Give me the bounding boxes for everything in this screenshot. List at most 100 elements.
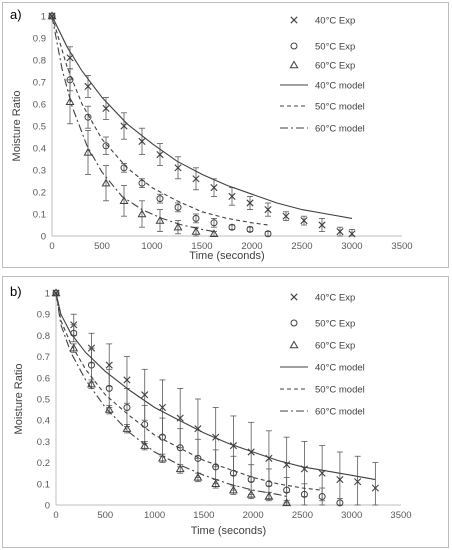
marker-stroke	[247, 448, 255, 456]
x-tick-label: 3000	[341, 510, 362, 521]
y-axis-title: Moisture Ratio	[11, 91, 23, 162]
x-tick-label: 500	[97, 510, 113, 521]
legend-marker	[289, 60, 299, 69]
legend-label: 60°C model	[315, 407, 365, 418]
data-point	[69, 343, 79, 352]
data-point	[318, 221, 326, 229]
marker-stroke	[283, 461, 291, 469]
data-point	[282, 212, 290, 220]
data-point	[246, 199, 254, 207]
panel-label: a)	[10, 7, 22, 22]
marker-stroke	[102, 104, 110, 112]
legend-label: 60°C Exp	[315, 341, 355, 352]
y-tick-label: 0.9	[33, 34, 46, 45]
data-point	[173, 222, 183, 231]
data-point	[228, 223, 236, 231]
data-point	[174, 164, 182, 172]
x-tick-label: 1000	[144, 510, 165, 521]
marker-stroke	[120, 122, 128, 130]
x-tick-label: 500	[94, 241, 110, 252]
data-point	[123, 376, 131, 384]
legend-label: 50°C model	[315, 385, 365, 396]
y-tick-label: 0.1	[33, 210, 46, 221]
y-tick-label: 0.7	[37, 352, 50, 363]
marker-stroke	[290, 16, 298, 24]
y-axis-title: Moisture Ratio	[13, 364, 25, 435]
y-tick-label: 0.6	[33, 100, 46, 111]
model-line-4	[55, 292, 323, 491]
data-point	[336, 475, 344, 484]
legend-marker	[290, 16, 298, 24]
marker-stroke	[318, 221, 326, 229]
marker-stroke	[158, 403, 167, 412]
marker-stroke	[336, 475, 344, 484]
data-point	[210, 184, 218, 192]
y-tick-label: 0.7	[33, 78, 46, 89]
data-point	[158, 403, 167, 412]
y-tick-label: 0.4	[33, 144, 46, 155]
x-tick-label: 1000	[141, 241, 162, 252]
data-point	[192, 214, 200, 222]
x-tick-label: 3500	[390, 510, 411, 521]
data-point	[209, 229, 219, 237]
data-point	[138, 137, 146, 145]
marker-stroke	[290, 293, 298, 301]
data-point	[264, 491, 274, 500]
x-tick-label: 1500	[193, 510, 214, 521]
legend-label: 40°C Exp	[315, 16, 355, 27]
data-point	[87, 379, 96, 388]
data-point	[318, 493, 326, 501]
data-point	[354, 478, 362, 486]
data-point	[371, 484, 379, 492]
data-point	[65, 97, 75, 105]
data-point	[192, 175, 200, 183]
model-line-5	[55, 292, 287, 498]
y-tick-label: 0.5	[37, 395, 50, 406]
legend-label: 60°C Exp	[315, 61, 355, 72]
data-point	[247, 476, 255, 484]
marker-stroke	[265, 454, 273, 462]
y-tick-label: 1	[41, 12, 46, 23]
legend-label: 60°C model	[315, 124, 365, 135]
data-point	[194, 454, 202, 462]
data-point	[101, 178, 111, 187]
marker-stroke	[141, 391, 149, 399]
data-point	[120, 122, 128, 130]
legend-label: 40°C Exp	[315, 293, 355, 304]
legend-marker	[290, 293, 298, 301]
data-point	[141, 391, 149, 399]
marker-stroke	[228, 192, 236, 200]
data-point	[246, 225, 254, 233]
data-point	[300, 217, 308, 225]
marker-stroke	[348, 230, 356, 238]
data-point	[119, 196, 129, 204]
marker-stroke	[371, 484, 379, 492]
legend-label: 50°C model	[315, 102, 365, 113]
data-point	[212, 463, 220, 471]
data-point	[137, 209, 147, 218]
x-tick-label: 2500	[292, 510, 313, 521]
x-tick-label: 1500	[191, 241, 212, 252]
x-tick-label: 2500	[291, 241, 312, 252]
data-point	[228, 192, 236, 200]
model-line-5	[51, 15, 215, 233]
data-point	[83, 147, 93, 156]
data-point	[265, 480, 273, 488]
data-point	[105, 384, 113, 392]
y-tick-label: 0.8	[33, 56, 46, 67]
y-tick-label: 0	[45, 501, 50, 512]
data-point	[175, 464, 185, 473]
marker-stroke	[354, 478, 362, 486]
x-axis-title: Time (seconds)	[191, 525, 266, 537]
data-point	[336, 228, 344, 236]
marker-stroke	[174, 164, 182, 172]
legend-label: 40°C model	[315, 81, 365, 92]
x-tick-label: 3500	[391, 241, 412, 252]
chart-a: a) 0 0.1 0.2 0.3 0.4 0.5 0.6 0.7 0.8 0.9 1 0 500 1000 1…	[10, 7, 413, 262]
data-point	[105, 361, 113, 369]
marker-stroke	[194, 425, 202, 433]
data-point	[211, 479, 221, 487]
legend-marker	[290, 319, 298, 327]
y-tick-label: 0.3	[37, 437, 50, 448]
